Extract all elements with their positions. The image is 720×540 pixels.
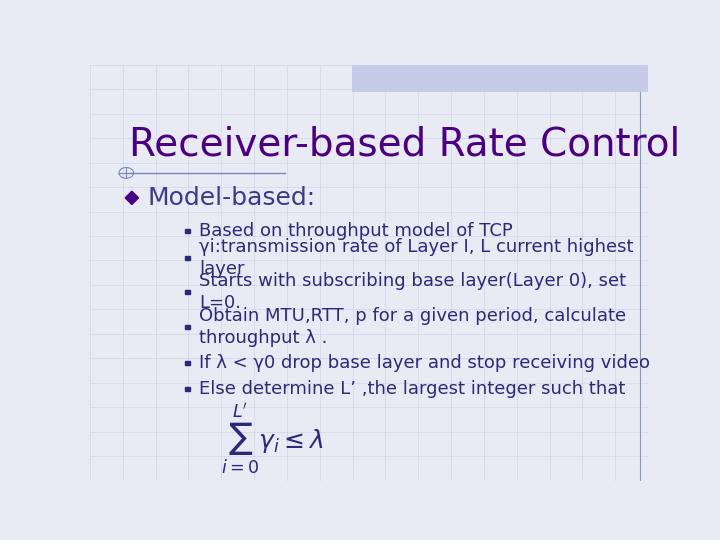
FancyBboxPatch shape <box>185 387 190 391</box>
Text: $\sum_{i=0}^{L'} \gamma_i \leq \lambda$: $\sum_{i=0}^{L'} \gamma_i \leq \lambda$ <box>221 402 324 476</box>
Text: Receiver-based Rate Control: Receiver-based Rate Control <box>129 125 680 163</box>
FancyBboxPatch shape <box>185 230 190 233</box>
FancyBboxPatch shape <box>185 256 190 260</box>
Text: Else determine L’ ,the largest integer such that: Else determine L’ ,the largest integer s… <box>199 380 625 398</box>
Polygon shape <box>125 191 138 205</box>
Text: Obtain MTU,RTT, p for a given period, calculate
throughput λ .: Obtain MTU,RTT, p for a given period, ca… <box>199 307 626 347</box>
Text: Based on throughput model of TCP: Based on throughput model of TCP <box>199 222 513 240</box>
Text: γi:transmission rate of Layer I, L current highest
layer: γi:transmission rate of Layer I, L curre… <box>199 238 634 278</box>
FancyBboxPatch shape <box>352 65 648 92</box>
FancyBboxPatch shape <box>185 291 190 294</box>
FancyBboxPatch shape <box>185 361 190 365</box>
FancyBboxPatch shape <box>185 325 190 329</box>
Text: Model-based:: Model-based: <box>148 186 315 210</box>
Text: If λ < γ0 drop base layer and stop receiving video: If λ < γ0 drop base layer and stop recei… <box>199 354 650 372</box>
Text: Starts with subscribing base layer(Layer 0), set
L=0.: Starts with subscribing base layer(Layer… <box>199 273 626 312</box>
